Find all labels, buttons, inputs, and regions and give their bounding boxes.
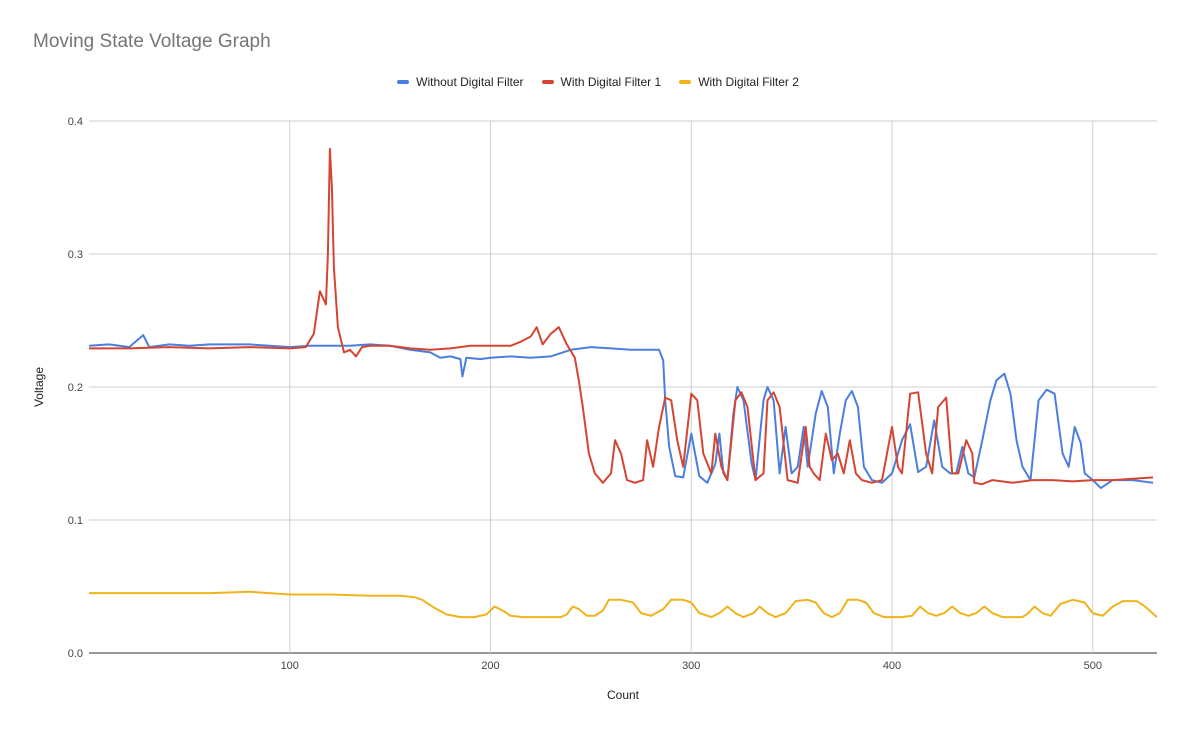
y-tick-label: 0.2 — [68, 382, 83, 394]
y-tick-label: 0.0 — [68, 648, 83, 660]
series-lines — [88, 147, 1158, 619]
legend-item-filter-2[interactable]: With Digital Filter 2 — [679, 75, 799, 89]
legend-label: Without Digital Filter — [416, 75, 524, 89]
legend-label: With Digital Filter 2 — [698, 75, 799, 89]
legend-item-filter-1[interactable]: With Digital Filter 1 — [541, 75, 662, 89]
series-line-3 — [89, 590, 1158, 619]
legend-swatch — [541, 80, 554, 84]
series-line-2 — [89, 147, 1154, 486]
tick-labels: 0.0 0.1 0.2 0.3 0.4 100 200 300 400 500 — [68, 116, 1102, 672]
x-tick-label: 100 — [281, 660, 299, 672]
x-tick-label: 300 — [682, 660, 700, 672]
x-axis-label: Count — [607, 688, 640, 702]
y-axis-label: Voltage — [32, 367, 46, 407]
x-tick-label: 500 — [1084, 660, 1102, 672]
legend-label: With Digital Filter 1 — [560, 75, 662, 89]
y-tick-label: 0.4 — [68, 116, 83, 128]
series-line-1 — [88, 334, 1154, 490]
y-tick-label: 0.1 — [68, 515, 83, 527]
legend: Without Digital Filter With Digital Filt… — [0, 75, 1196, 89]
legend-item-without-filter[interactable]: Without Digital Filter — [397, 75, 524, 89]
x-tick-label: 400 — [883, 660, 901, 672]
y-tick-label: 0.3 — [68, 249, 83, 261]
grid-lines — [89, 120, 1157, 654]
x-tick-label: 200 — [481, 660, 499, 672]
chart-title: Moving State Voltage Graph — [33, 31, 271, 52]
legend-swatch — [679, 80, 692, 84]
legend-swatch — [397, 80, 410, 84]
